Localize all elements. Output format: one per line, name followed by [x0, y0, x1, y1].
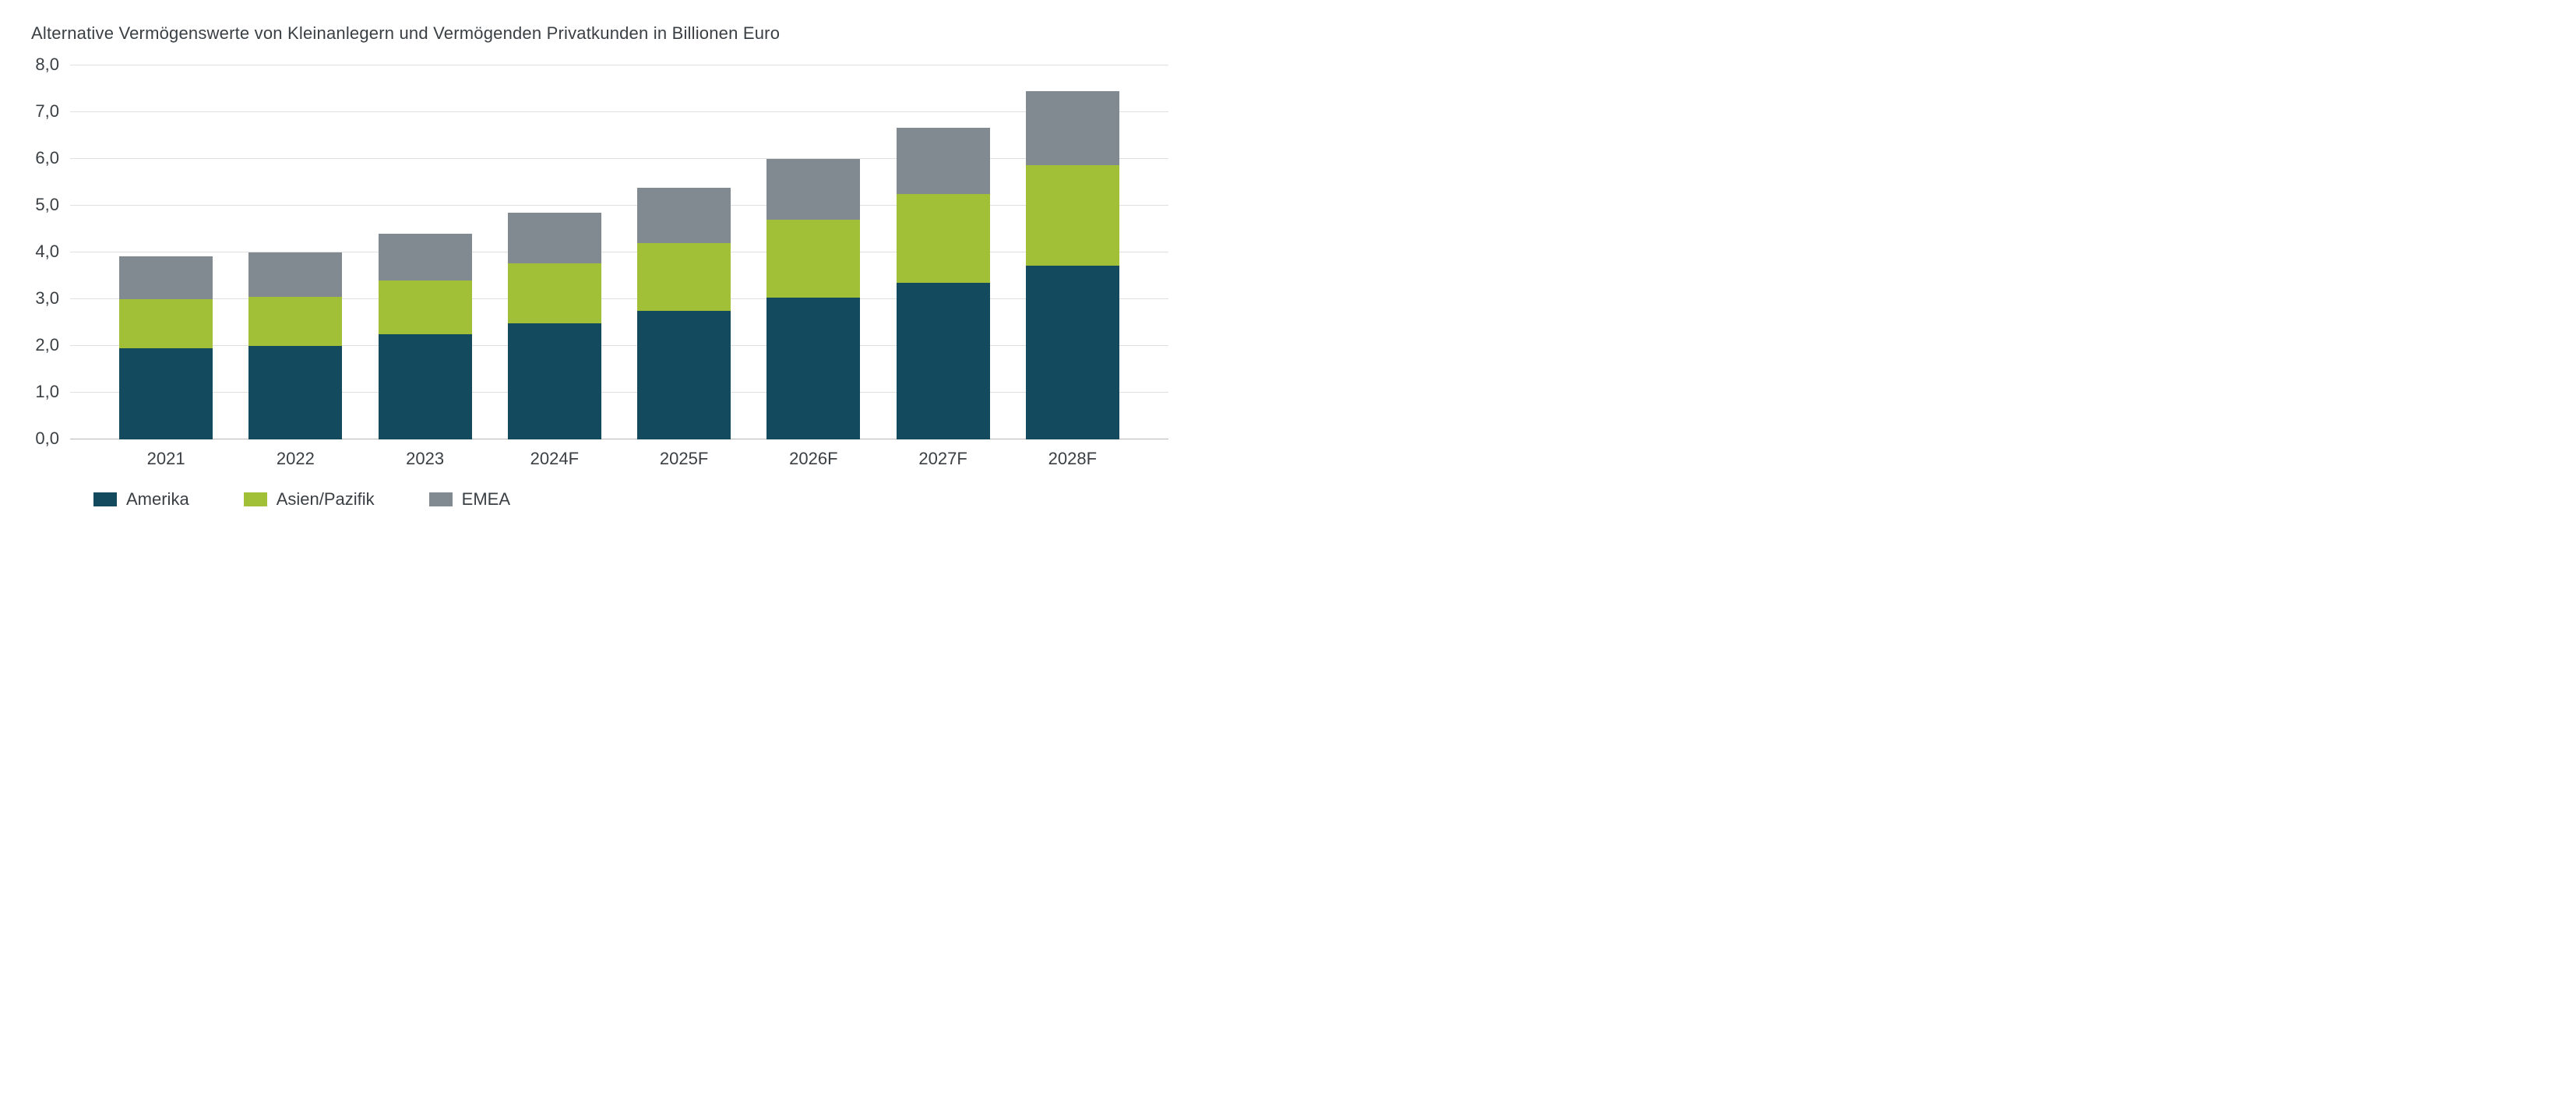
bar: [508, 213, 601, 439]
bar-segment: [248, 297, 342, 346]
x-tick-label: 2021: [119, 449, 213, 469]
legend-label: Asien/Pazifik: [277, 489, 375, 510]
legend-label: EMEA: [462, 489, 510, 510]
legend-item: Amerika: [93, 489, 189, 510]
bar-segment: [897, 128, 990, 194]
bar-segment: [508, 263, 601, 323]
x-tick-label: 2023: [379, 449, 472, 469]
bar-segment: [248, 252, 342, 297]
legend: Amerika Asien/Pazifik EMEA: [93, 489, 1176, 510]
y-tick-label: 5,0: [35, 195, 70, 215]
x-tick-label: 2026F: [766, 449, 860, 469]
y-tick-label: 3,0: [35, 288, 70, 309]
plot-area: 0,01,02,03,04,05,06,07,08,0: [70, 65, 1168, 439]
y-tick-label: 1,0: [35, 382, 70, 402]
y-tick-label: 4,0: [35, 242, 70, 262]
bar-segment: [119, 299, 213, 348]
legend-label: Amerika: [126, 489, 189, 510]
bar: [766, 159, 860, 439]
bar-segment: [379, 334, 472, 439]
bar-segment: [248, 346, 342, 439]
y-tick-label: 0,0: [35, 429, 70, 449]
bar-segment: [897, 283, 990, 439]
bar-segment: [766, 220, 860, 298]
chart-title: Alternative Vermögenswerte von Kleinanle…: [31, 23, 1176, 44]
bar-segment: [119, 348, 213, 439]
bar-segment: [766, 298, 860, 439]
bar: [1026, 91, 1119, 439]
legend-item: Asien/Pazifik: [244, 489, 375, 510]
x-tick-label: 2022: [248, 449, 342, 469]
y-tick-label: 8,0: [35, 55, 70, 75]
x-tick-label: 2024F: [508, 449, 601, 469]
bar-segment: [508, 323, 601, 439]
bar-segment: [379, 234, 472, 280]
bar-segment: [1026, 266, 1119, 439]
bar-segment: [119, 256, 213, 299]
stacked-bar-chart: Alternative Vermögenswerte von Kleinanle…: [0, 0, 1207, 525]
bar-segment: [637, 243, 731, 311]
legend-swatch: [429, 492, 453, 506]
bar: [897, 128, 990, 439]
bar: [119, 256, 213, 439]
y-tick-label: 2,0: [35, 335, 70, 355]
bar-segment: [379, 280, 472, 334]
x-axis-labels: 2021 2022 2023 2024F 2025F 2026F 2027F 2028F: [70, 439, 1168, 469]
bar-segment: [766, 159, 860, 220]
x-tick-label: 2028F: [1026, 449, 1119, 469]
bar: [379, 234, 472, 439]
bar-segment: [637, 188, 731, 243]
bar-segment: [1026, 91, 1119, 165]
bar-segment: [1026, 165, 1119, 266]
legend-item: EMEA: [429, 489, 510, 510]
bar-segment: [508, 213, 601, 263]
bar: [248, 252, 342, 439]
bar-segment: [897, 194, 990, 283]
x-tick-label: 2025F: [637, 449, 731, 469]
y-tick-label: 6,0: [35, 148, 70, 168]
y-tick-label: 7,0: [35, 101, 70, 122]
legend-swatch: [244, 492, 267, 506]
bars: [70, 65, 1168, 439]
bar: [637, 188, 731, 439]
bar-segment: [637, 311, 731, 439]
legend-swatch: [93, 492, 117, 506]
x-tick-label: 2027F: [897, 449, 990, 469]
